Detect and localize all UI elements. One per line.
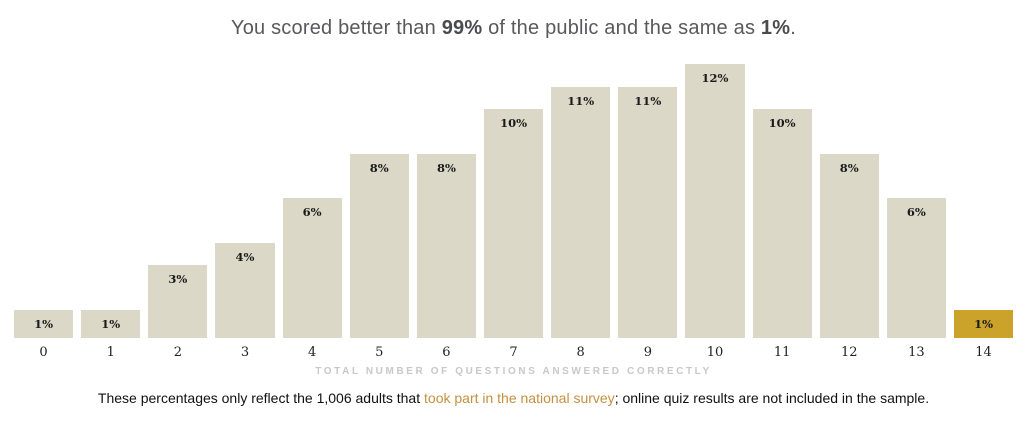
x-tick-label: 8: [576, 345, 585, 360]
bar-column: 4%: [215, 64, 275, 338]
footnote: These percentages only reflect the 1,006…: [0, 390, 1027, 406]
title-same-percent: 1%: [760, 17, 791, 39]
bar-value-label: 10%: [500, 116, 528, 130]
x-tick-label: 10: [706, 345, 724, 360]
survey-link[interactable]: took part in the national survey: [424, 390, 615, 406]
title-text-prefix: You scored better than: [231, 17, 442, 39]
bar: 1%: [953, 309, 1014, 338]
title-text-suffix: .: [790, 17, 796, 39]
bar-column: 1%: [14, 64, 74, 338]
bar-column: 8%: [416, 64, 476, 338]
bar-value-label: 11%: [567, 93, 595, 108]
bar-value-label: 1%: [974, 316, 993, 331]
x-tick-label: 7: [509, 345, 518, 360]
bar-column: 10%: [752, 64, 812, 338]
bar-column: 10%: [483, 64, 544, 338]
bar: 12%: [685, 64, 745, 338]
x-tick-label: 0: [39, 345, 48, 360]
bar: 8%: [819, 153, 879, 338]
bar-column: 1%: [953, 64, 1014, 338]
bar-column: 6%: [282, 64, 342, 338]
x-tick-label: 4: [307, 345, 317, 360]
bar: 6%: [282, 198, 342, 338]
x-tick-label: 5: [375, 345, 384, 360]
bar-value-label: 1%: [34, 316, 54, 331]
x-tick-label: 2: [173, 345, 182, 360]
title-text-middle: of the public and the same as: [482, 17, 761, 39]
bar-value-label: 11%: [634, 93, 662, 108]
bar: 1%: [14, 309, 74, 338]
x-tick-label: 1: [106, 345, 115, 360]
bar-value-label: 8%: [436, 160, 456, 175]
bar: 11%: [551, 86, 611, 338]
bar-value-label: 1%: [101, 316, 121, 331]
bar: 4%: [215, 242, 275, 338]
bar-chart: 1% 1% 3% 4% 6% 8% 8% 10% 11% 11% 12% 10% 8% 6% 1%: [14, 64, 1014, 338]
bar-value-label: 4%: [235, 249, 255, 264]
bar: 1%: [81, 309, 141, 338]
bar: 10%: [483, 109, 544, 338]
x-axis-ticks: 0 1 2 3 4 5 6 7 8 9 10 11 12 13 14: [14, 345, 1013, 360]
bar: 11%: [618, 86, 678, 338]
bar: 6%: [886, 198, 946, 338]
bar-value-label: 12%: [701, 71, 729, 86]
bar-column: 11%: [551, 64, 611, 338]
bar: 3%: [148, 265, 208, 338]
bar-value-label: 8%: [839, 160, 859, 175]
bar-value-label: 6%: [302, 205, 322, 220]
x-tick-label: 14: [975, 345, 992, 360]
page-title: You scored better than 99% of the public…: [0, 17, 1027, 40]
bar-column: 11%: [618, 64, 678, 338]
title-better-percent: 99%: [441, 17, 483, 39]
bar-column: 8%: [819, 64, 879, 338]
footnote-text-pre: These percentages only reflect the 1,006…: [97, 390, 425, 406]
x-tick-label: 6: [442, 345, 451, 360]
bar-value-label: 3%: [168, 272, 188, 287]
bar: 8%: [416, 153, 476, 338]
x-tick-label: 12: [840, 345, 858, 360]
bar-column: 8%: [349, 64, 409, 338]
bar-value-label: 10%: [768, 116, 796, 130]
bar-column: 6%: [886, 64, 946, 338]
bar-value-label: 8%: [369, 160, 389, 175]
bar-value-label: 6%: [906, 205, 926, 220]
x-axis-label: TOTAL NUMBER OF QUESTIONS ANSWERED CORRE…: [315, 366, 712, 377]
x-tick-label: 9: [643, 345, 652, 360]
bar-column: 3%: [148, 64, 208, 338]
bar: 8%: [349, 153, 409, 338]
bar-column: 12%: [685, 64, 745, 338]
bar-column: 1%: [81, 64, 141, 338]
x-tick-label: 13: [908, 345, 925, 360]
footnote-text-post: ; online quiz results are not included i…: [614, 390, 930, 406]
bar: 10%: [752, 109, 812, 338]
x-tick-label: 3: [240, 345, 250, 360]
x-tick-label: 11: [773, 345, 791, 360]
